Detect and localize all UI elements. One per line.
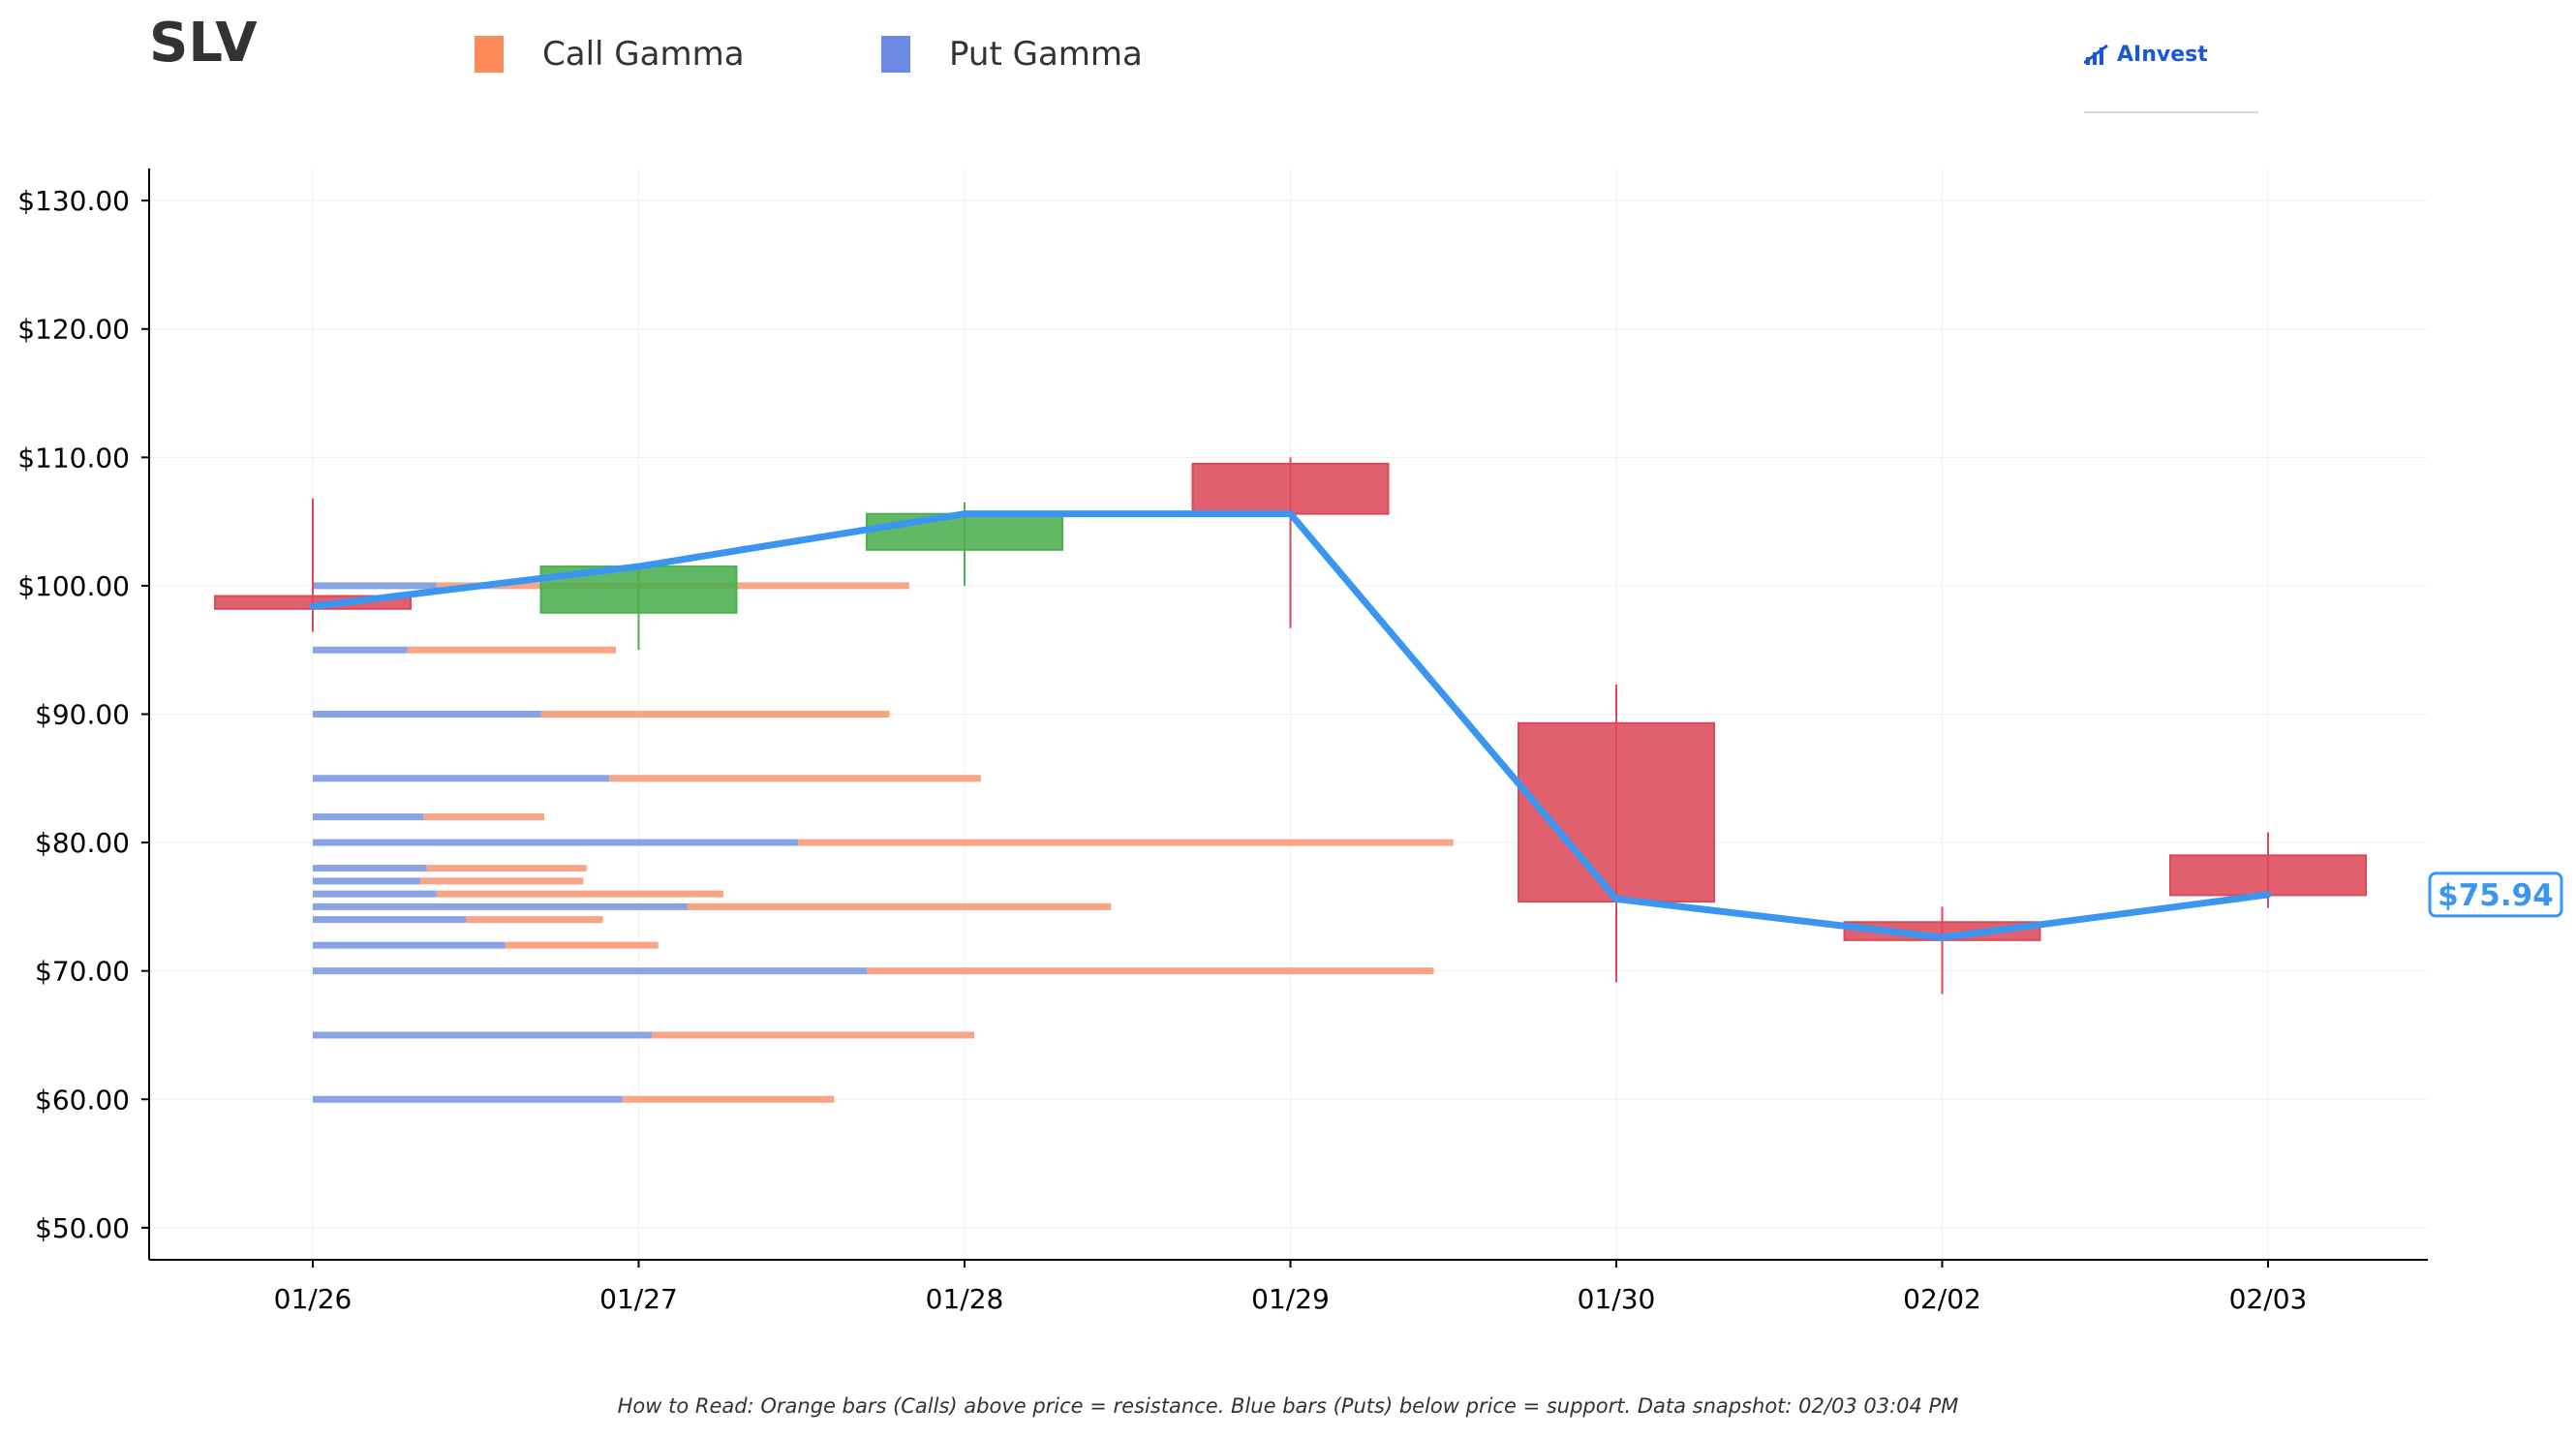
call-gamma-bar — [436, 890, 723, 898]
x-tick-label: 01/26 — [274, 1283, 353, 1315]
put-gamma-bar — [313, 916, 467, 924]
put-gamma-bar — [313, 775, 610, 782]
ticker-title: SLV — [149, 12, 258, 75]
call-gamma-bar — [867, 967, 1434, 975]
y-tick-label: $110.00 — [17, 442, 130, 474]
candles — [214, 457, 2367, 994]
candle-body — [1191, 462, 1390, 515]
brand-logo: AInvest — [2084, 43, 2258, 113]
x-tick-label: 02/02 — [1903, 1283, 1981, 1315]
put-gamma-bar — [313, 582, 437, 590]
put-gamma-bar — [313, 646, 408, 654]
y-tick-label: $120.00 — [17, 314, 130, 346]
y-tick-label: $50.00 — [35, 1212, 130, 1244]
put-gamma-bar — [313, 941, 506, 949]
last-price-value: $75.94 — [2438, 878, 2554, 913]
call-gamma-bar — [420, 877, 584, 885]
x-tick-label: 01/30 — [1578, 1283, 1656, 1315]
put-gamma-swatch — [881, 36, 910, 73]
y-tick-label: $90.00 — [35, 699, 130, 731]
legend-label-call: Call Gamma — [542, 35, 745, 74]
axes: $50.00 $60.00 $70.00 $80.00 $90.00 $100.00 $11… — [17, 168, 2428, 1315]
call-gamma-bar — [540, 711, 890, 718]
candle-body — [2169, 854, 2367, 897]
legend-label-put: Put Gamma — [949, 35, 1143, 74]
put-gamma-bar — [313, 839, 799, 846]
call-gamma-bar — [407, 646, 616, 654]
put-gamma-bar — [313, 813, 424, 821]
candle-body — [1518, 721, 1715, 903]
put-gamma-bar — [313, 711, 541, 718]
call-gamma-bar — [622, 1095, 835, 1103]
brand-underline — [2084, 111, 2258, 113]
put-gamma-bar — [313, 890, 437, 898]
candle-body — [866, 512, 1063, 551]
x-tick-label: 02/03 — [2229, 1283, 2308, 1315]
call-gamma-bar — [687, 902, 1112, 910]
put-gamma-bar — [313, 1031, 652, 1039]
call-gamma-swatch — [475, 36, 504, 73]
how-to-read-note: How to Read: Orange bars (Calls) above p… — [617, 1394, 1959, 1418]
y-tick-label: $70.00 — [35, 956, 130, 988]
y-tick-label: $130.00 — [17, 185, 130, 217]
y-tick-label: $100.00 — [17, 570, 130, 602]
call-gamma-bar — [466, 916, 603, 924]
x-tick-label: 01/29 — [1251, 1283, 1330, 1315]
legend-put-gamma: Put Gamma — [881, 35, 1143, 74]
legend-call-gamma: Call Gamma — [475, 35, 745, 74]
put-gamma-bar — [313, 902, 688, 910]
y-tick-label: $80.00 — [35, 827, 130, 859]
gamma-bars — [313, 582, 1454, 1103]
x-tick-label: 01/28 — [926, 1283, 1004, 1315]
call-gamma-bar — [426, 865, 587, 872]
y-tick-label: $60.00 — [35, 1084, 130, 1116]
price-line — [309, 510, 2272, 941]
brand-name: AInvest — [2117, 43, 2208, 67]
put-gamma-bar — [313, 865, 427, 872]
call-gamma-bar — [423, 813, 544, 821]
put-gamma-bar — [313, 1095, 623, 1103]
call-gamma-bar — [505, 941, 659, 949]
x-tick-label: 01/27 — [599, 1283, 678, 1315]
call-gamma-bar — [651, 1031, 975, 1039]
put-gamma-bar — [313, 877, 421, 885]
last-price-box — [2428, 871, 2563, 918]
last-price-label: $75.94 — [2428, 871, 2563, 918]
call-gamma-bar — [798, 839, 1454, 846]
call-gamma-bar — [609, 775, 981, 782]
put-gamma-bar — [313, 967, 868, 975]
chart-header: SLV Call Gamma Put Gamma AInvest — [0, 0, 2576, 113]
brand-chart-icon — [2084, 44, 2108, 65]
